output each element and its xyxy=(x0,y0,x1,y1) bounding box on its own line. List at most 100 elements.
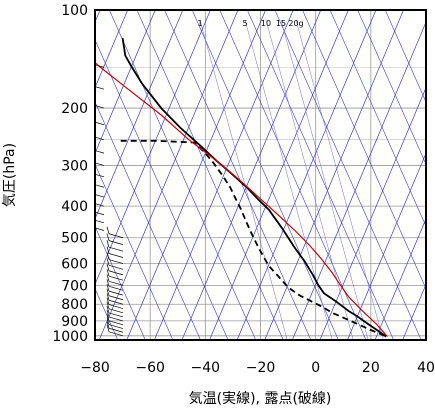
x-tick-label: 40 xyxy=(417,360,435,376)
wind-barb-staff xyxy=(108,312,124,318)
wind-barb xyxy=(106,263,124,276)
wind-barb-staff xyxy=(95,136,105,140)
isotherm-line xyxy=(319,86,426,340)
wind-barb-staff xyxy=(108,308,124,314)
wind-barb-flag xyxy=(88,176,90,183)
isotherm-line xyxy=(291,21,426,340)
y-tick-label: 700 xyxy=(61,278,88,294)
wind-barb-staff xyxy=(108,253,124,258)
wind-barb xyxy=(106,246,124,258)
wind-barb-staff xyxy=(95,219,105,224)
wind-barb-staff xyxy=(108,299,124,305)
x-tick-label: 0 xyxy=(311,360,320,376)
wind-barb xyxy=(88,97,105,109)
isotherm-line xyxy=(153,10,294,340)
wind-barb xyxy=(95,173,105,178)
wind-barb xyxy=(106,240,124,252)
wind-barb-flag xyxy=(106,246,110,254)
wind-barb-flag xyxy=(106,226,110,234)
y-tick-label: 500 xyxy=(61,231,88,247)
isotherm-line xyxy=(236,10,377,340)
wind-barb-flag xyxy=(106,297,110,305)
dry-adiabat-line xyxy=(329,10,426,228)
mixing-ratio-label: 5 xyxy=(242,19,247,28)
wind-barb xyxy=(106,317,124,329)
mixing-ratio-label: 1 xyxy=(197,19,202,28)
wind-barb xyxy=(106,297,124,309)
wind-barb-flag xyxy=(106,288,110,296)
temperature-line xyxy=(121,37,387,338)
dry-adiabat-line xyxy=(109,10,257,340)
wind-barb-staff xyxy=(108,324,124,329)
x-tick-label: −20 xyxy=(246,360,276,376)
wind-barb-flag xyxy=(106,313,110,321)
wind-barb-staff xyxy=(108,331,124,337)
wind-barb-staff xyxy=(108,233,124,239)
wind-barb xyxy=(88,78,105,90)
wind-barb-flag xyxy=(106,284,110,292)
wind-barb xyxy=(95,219,105,224)
wind-barb xyxy=(95,64,105,68)
x-tick-label: −80 xyxy=(80,360,110,376)
isotherm-line xyxy=(374,217,426,340)
x-tick-label: −40 xyxy=(191,360,221,376)
wind-barb-flag xyxy=(88,195,90,202)
mixing-ratio-label: 20g xyxy=(288,19,303,28)
wind-barb xyxy=(95,136,105,140)
wind-barb-staff xyxy=(108,290,124,296)
wind-barb-staff xyxy=(108,327,124,333)
mixing-ratio-line xyxy=(265,19,354,340)
y-tick-label: 800 xyxy=(61,297,88,313)
wind-barb-flag xyxy=(106,274,110,282)
isotherm-line xyxy=(95,10,184,220)
isotherm-line xyxy=(95,10,129,89)
wind-barb xyxy=(88,186,105,198)
x-tick-label: 20 xyxy=(362,360,380,376)
isotherm-line xyxy=(126,10,266,340)
y-tick-label: 300 xyxy=(61,158,88,174)
wind-barb xyxy=(95,121,105,126)
wind-barb xyxy=(95,227,105,231)
wind-barb-staff xyxy=(108,304,124,309)
wind-barb-staff xyxy=(108,285,124,291)
wind-barb-flag xyxy=(88,186,90,193)
wind-barb-flag xyxy=(88,78,90,85)
dry-adiabat-line xyxy=(246,10,394,340)
wind-barb-flag xyxy=(106,309,110,318)
y-tick-label: 200 xyxy=(61,101,88,117)
wind-barb-flag xyxy=(88,154,90,161)
wind-barb-flag xyxy=(88,97,90,104)
wind-barb-staff xyxy=(95,227,105,231)
y-tick-label: 600 xyxy=(61,257,88,273)
wind-barb xyxy=(88,176,105,188)
isotherm-line xyxy=(98,10,239,340)
dry-adiabat-line xyxy=(95,101,201,340)
wind-barb-flag xyxy=(106,324,110,332)
wind-barb-staff xyxy=(95,211,105,216)
wind-barb-flag xyxy=(106,252,110,260)
isotherm-line xyxy=(264,10,404,340)
dry-adiabat-line xyxy=(357,10,426,165)
wind-barb-staff xyxy=(108,270,124,276)
wind-barb xyxy=(106,313,124,326)
mixing-ratio-line xyxy=(295,19,384,340)
dry-adiabat-line xyxy=(95,163,174,340)
wind-barb-flag xyxy=(106,305,110,314)
wind-barb-staff xyxy=(108,281,124,286)
wind-barb-staff xyxy=(95,194,105,198)
wind-barb xyxy=(95,211,105,216)
wind-barb xyxy=(106,309,124,322)
wind-barb xyxy=(106,252,124,264)
wind-barb xyxy=(106,233,124,245)
dry-adiabat-line xyxy=(191,10,339,340)
dewpoint-line xyxy=(117,139,385,337)
x-tick-label: −60 xyxy=(135,360,165,376)
wind-barb-staff xyxy=(95,86,105,90)
mixing-ratio-line xyxy=(244,19,333,340)
wind-barb-staff xyxy=(95,162,105,166)
isotherm-line xyxy=(347,152,426,340)
mixing-ratio-label: 15 xyxy=(276,19,286,28)
x-tick-labels: −80 −60 −40 −20 0 20 40 xyxy=(80,360,435,376)
isotherm-line xyxy=(181,10,322,340)
